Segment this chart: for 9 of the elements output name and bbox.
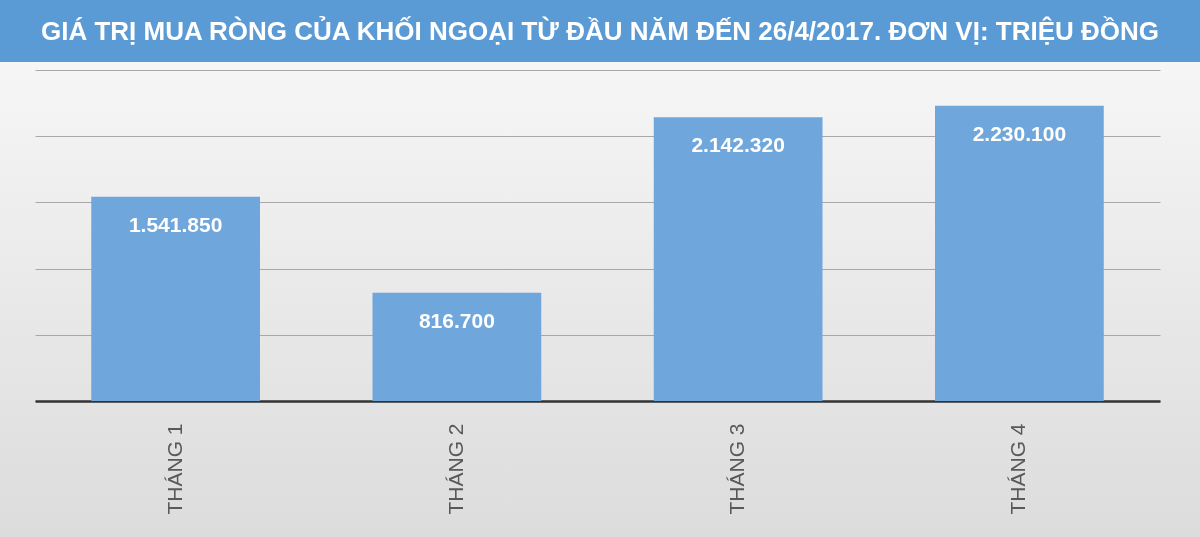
data-label: 1.541.850 <box>128 212 223 236</box>
data-label: 2.142.320 <box>691 133 785 157</box>
chart-title: GIÁ TRỊ MUA RÒNG CỦA KHỐI NGOẠI TỪ ĐẦU NĂM ĐẾN 26/4/2017. ĐƠN VỊ: TRIỆU ĐỒNG <box>0 0 1200 62</box>
x-tick-label: THÁNG 3 <box>725 423 749 515</box>
x-tick-label: THÁNG 4 <box>1006 423 1030 515</box>
x-tick-label: THÁNG 2 <box>443 423 467 515</box>
x-tick-label: THÁNG 1 <box>162 423 186 515</box>
data-label: 816.700 <box>418 308 495 332</box>
data-label: 2.230.100 <box>972 121 1067 145</box>
